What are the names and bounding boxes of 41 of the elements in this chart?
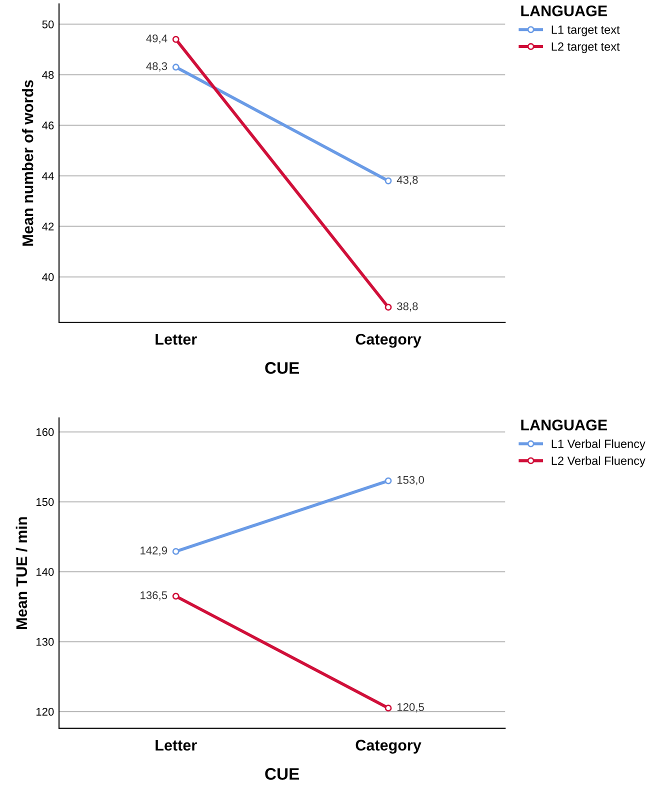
y-tick-label: 48 bbox=[42, 71, 54, 79]
point bbox=[172, 64, 180, 71]
y-tick-label: 44 bbox=[42, 172, 54, 180]
y-tick-label: 42 bbox=[42, 222, 54, 230]
point bbox=[384, 304, 392, 311]
x-tick-label: Letter bbox=[156, 740, 197, 751]
data-label: 38,8 bbox=[397, 302, 418, 312]
y-tick-label: 40 bbox=[42, 273, 54, 282]
x-axis-title: CUE bbox=[265, 362, 300, 374]
y-tick-label: 150 bbox=[36, 498, 54, 506]
point bbox=[384, 477, 392, 484]
y-tick-label: 130 bbox=[36, 638, 54, 646]
point bbox=[172, 548, 180, 555]
x-tick-label: Category bbox=[356, 740, 422, 754]
point bbox=[384, 704, 392, 712]
x-axis-title: CUE bbox=[265, 768, 300, 780]
y-axis-title: Mean TUE / min bbox=[16, 517, 28, 629]
point bbox=[172, 36, 180, 43]
y-tick-label: 120 bbox=[36, 708, 54, 716]
x-tick-label: Category bbox=[356, 334, 422, 348]
legend-label: L1 target text bbox=[552, 26, 620, 36]
legend-label: L1 Verbal Fluency bbox=[552, 439, 646, 450]
legend-label: L2 target text bbox=[552, 42, 620, 54]
y-tick-label: 140 bbox=[36, 568, 54, 576]
data-label: 136,5 bbox=[140, 591, 168, 600]
data-label: 48,3 bbox=[146, 62, 168, 72]
x-tick-label: Letter bbox=[156, 334, 197, 345]
point bbox=[172, 592, 180, 600]
data-label: 120,5 bbox=[397, 703, 424, 712]
legend-title: LANGUAGE bbox=[521, 420, 608, 430]
data-label: 142,9 bbox=[140, 546, 168, 556]
legend-label: L2 Verbal Fluency bbox=[552, 456, 646, 468]
y-tick-label: 160 bbox=[36, 428, 54, 436]
point bbox=[384, 177, 392, 184]
y-axis-title: Mean number of words bbox=[22, 80, 34, 246]
legend-title: LANGUAGE bbox=[521, 5, 608, 16]
y-tick-label: 50 bbox=[42, 20, 54, 28]
data-label: 43,8 bbox=[396, 176, 418, 186]
data-label: 153,0 bbox=[397, 476, 424, 486]
y-tick-label: 46 bbox=[42, 122, 54, 130]
data-label: 49,4 bbox=[146, 34, 168, 44]
